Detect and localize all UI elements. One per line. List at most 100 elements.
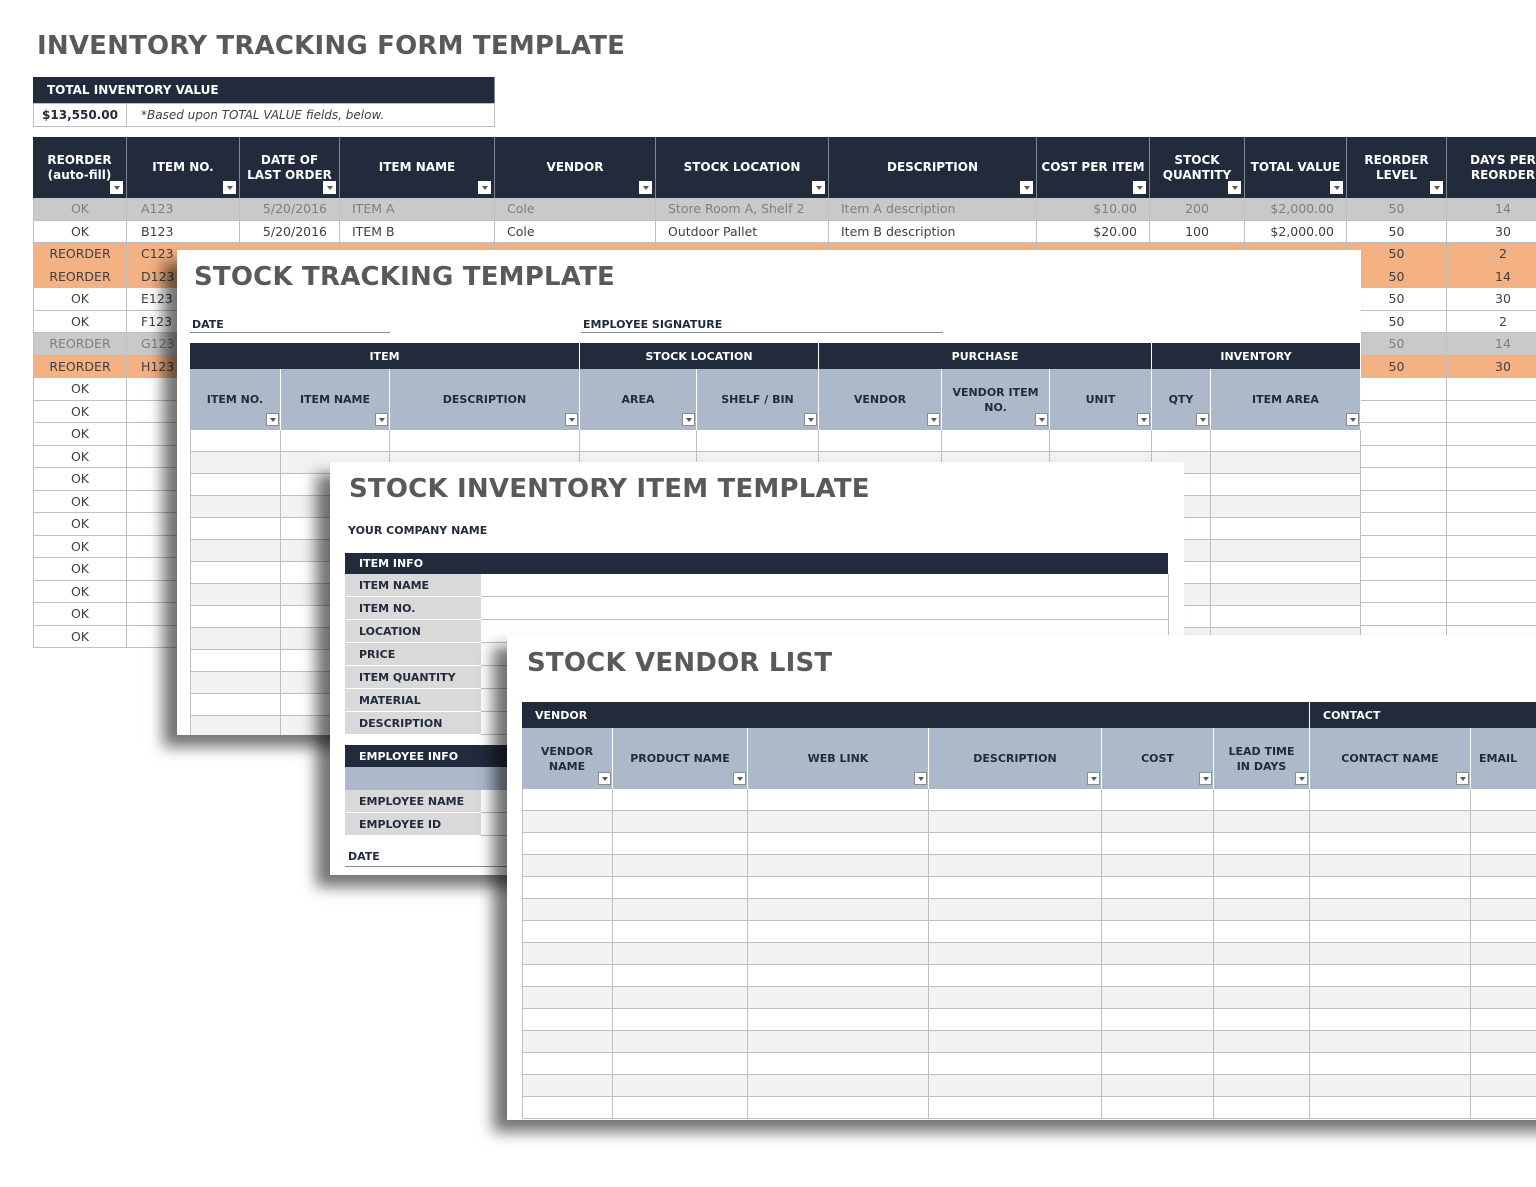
inventory-form-title: INVENTORY TRACKING FORM TEMPLATE [37,31,626,61]
empty-cell [1102,965,1214,987]
filter-button[interactable] [1133,181,1146,194]
table-cell: OK [33,468,127,491]
empty-cell [929,1097,1102,1119]
empty-cell [1471,1075,1536,1097]
empty-cell [929,1075,1102,1097]
filter-button[interactable] [223,181,236,194]
empty-cell [1310,855,1471,877]
empty-cell [613,833,748,855]
table-cell: Item B description [829,220,1037,243]
filter-button[interactable] [1035,413,1048,426]
empty-cell [1102,1053,1214,1075]
item-date-line [345,866,645,867]
filter-button[interactable] [812,181,825,194]
table-cell [1447,445,1536,468]
table-cell [1347,468,1447,491]
empty-cell [1471,1097,1536,1119]
empty-cell [190,518,281,540]
empty-cell [929,855,1102,877]
filter-button[interactable] [914,772,927,785]
empty-cell [748,811,929,833]
column-header: UNIT [1050,369,1152,430]
table-cell: 30 [1447,220,1536,243]
table-cell: REORDER [33,333,127,356]
item-date-label: DATE [348,850,380,863]
empty-cell [522,1031,613,1053]
filter-button[interactable] [1430,181,1443,194]
empty-cell [1471,965,1536,987]
empty-cell [281,430,390,452]
empty-cell [1310,833,1471,855]
table-cell: OK [33,580,127,603]
filter-button[interactable] [1137,413,1150,426]
filter-button[interactable] [733,772,746,785]
empty-cell [613,1075,748,1097]
filter-button[interactable] [682,413,695,426]
column-header: LEAD TIME IN DAYS [1214,728,1310,789]
empty-cell [929,833,1102,855]
empty-cell [522,855,613,877]
empty-cell [1211,606,1361,628]
empty-cell [748,833,929,855]
filter-button[interactable] [110,181,123,194]
empty-cell [1211,496,1361,518]
column-header: VENDOR [819,369,942,430]
empty-cell [613,899,748,921]
filter-button[interactable] [804,413,817,426]
filter-button[interactable] [1228,181,1241,194]
table-cell: ITEM B [340,220,495,243]
filter-button[interactable] [1020,181,1033,194]
filter-button[interactable] [1196,413,1209,426]
empty-cell [1214,789,1310,811]
filter-button[interactable] [1346,413,1359,426]
empty-cell [1214,1031,1310,1053]
field-label: PRICE [345,643,481,666]
filter-button[interactable] [1330,181,1343,194]
empty-cell [1310,789,1471,811]
group-header: CONTACT [1310,702,1536,728]
table-cell: 50 [1347,333,1447,356]
empty-cell [748,921,929,943]
empty-cell [748,877,929,899]
date-label: DATE [192,318,224,331]
empty-cell [1471,855,1536,877]
vendor-list-title: STOCK VENDOR LIST [527,648,833,678]
filter-button[interactable] [266,413,279,426]
table-cell [1447,468,1536,491]
table-cell [1347,580,1447,603]
table-cell: A123 [127,198,240,221]
filter-button[interactable] [1199,772,1212,785]
empty-cell [190,694,281,716]
filter-button[interactable] [323,181,336,194]
field-label: ITEM QUANTITY [345,666,481,689]
filter-button[interactable] [478,181,491,194]
column-header: ITEM AREA [1211,369,1361,430]
empty-cell [1102,789,1214,811]
empty-cell [190,496,281,518]
empty-cell [1471,811,1536,833]
empty-cell [190,452,281,474]
stock-tracking-title: STOCK TRACKING TEMPLATE [194,262,615,292]
filter-button[interactable] [927,413,940,426]
empty-cell [1214,965,1310,987]
filter-button[interactable] [1456,772,1469,785]
table-cell: OK [33,288,127,311]
table-cell: $20.00 [1037,220,1150,243]
filter-button[interactable] [1295,772,1308,785]
filter-button[interactable] [1087,772,1100,785]
empty-cell [522,811,613,833]
table-cell: 14 [1447,265,1536,288]
table-cell: OK [33,423,127,446]
filter-button[interactable] [565,413,578,426]
table-cell: OK [33,625,127,648]
empty-cell [1214,1097,1310,1119]
empty-cell [522,965,613,987]
empty-cell [190,584,281,606]
filter-button[interactable] [598,772,611,785]
filter-button[interactable] [639,181,652,194]
item-info-header: ITEM INFO [345,553,1169,574]
empty-cell [522,1075,613,1097]
filter-button[interactable] [375,413,388,426]
table-cell: B123 [127,220,240,243]
group-header: INVENTORY [1152,343,1361,369]
